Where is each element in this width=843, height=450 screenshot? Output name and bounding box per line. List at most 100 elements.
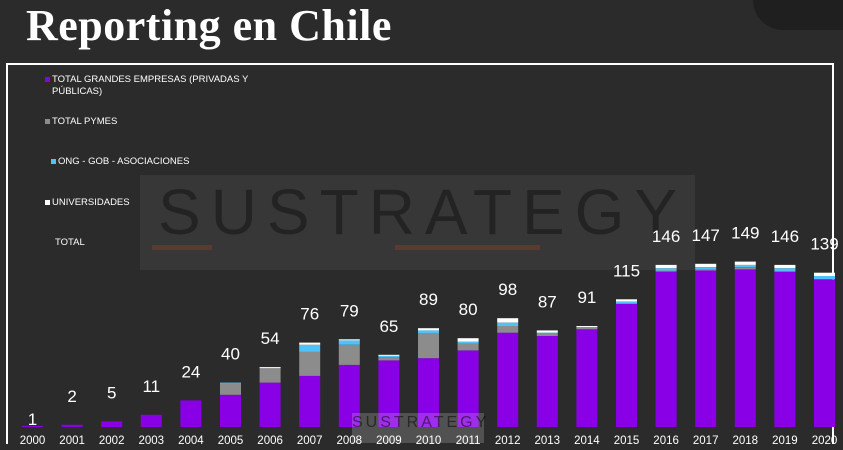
legend-label: ONG - GOB - ASOCIACIONES xyxy=(58,156,190,167)
bar-segment-2015-s2 xyxy=(616,301,637,304)
bar-segment-2011-s3 xyxy=(457,338,479,342)
bar-segment-2012-s3 xyxy=(497,318,519,323)
corner-decoration xyxy=(753,0,843,30)
bar-segment-2018-s0 xyxy=(734,269,756,427)
bar-segment-2013-s0 xyxy=(536,336,558,427)
bar-segment-2007-s1 xyxy=(299,351,321,376)
bar-segment-2008-s3 xyxy=(338,339,360,341)
total-label: 115 xyxy=(613,261,640,280)
bar-segment-2017-s1 xyxy=(695,269,717,271)
legend-item-total: TOTAL xyxy=(55,237,85,249)
watermark-text: SUSTRATEGY xyxy=(158,176,688,248)
bar-segment-2013-s3 xyxy=(536,330,558,333)
bar-segment-2004-s0 xyxy=(180,400,202,427)
bar-segment-2008-s1 xyxy=(338,344,360,365)
bar-segment-2020-s0 xyxy=(814,279,835,427)
bar-segment-2016-s1 xyxy=(655,270,677,272)
watermark-logo: SUSTRATEGY xyxy=(140,175,695,270)
bar-segment-2010-s0 xyxy=(418,358,439,427)
bar-segment-2009-s0 xyxy=(378,360,400,427)
legend-item-ong: ONG - GOB - ASOCIACIONES xyxy=(51,156,189,168)
bar-segment-2005-s2 xyxy=(220,382,241,384)
bar-segment-2000-s0 xyxy=(22,425,43,427)
bar-segment-2014-s0 xyxy=(576,329,598,427)
legend-label: TOTAL PYMES xyxy=(52,116,118,127)
page-title: Reporting en Chile xyxy=(26,1,392,50)
x-tick-label: 2005 xyxy=(218,435,244,447)
x-tick-label: 2011 xyxy=(456,435,481,447)
bar-segment-2010-s1 xyxy=(418,333,439,359)
bar-segment-2020-s2 xyxy=(814,276,835,280)
bar-segment-2016-s2 xyxy=(655,268,677,271)
chart-frame xyxy=(6,63,834,444)
total-label: 76 xyxy=(300,305,319,324)
watermark-small: SUSTRATEGY xyxy=(352,413,486,443)
x-tick-label: 2009 xyxy=(376,435,402,447)
bar-segment-2011-s0 xyxy=(457,350,479,427)
bar-segment-2013-s1 xyxy=(536,333,558,336)
x-tick-label: 2020 xyxy=(812,435,838,447)
legend-label: UNIVERSIDADES xyxy=(52,197,130,208)
legend-swatch xyxy=(51,159,56,164)
total-label: 65 xyxy=(379,317,398,336)
bar-segment-2005-s0 xyxy=(220,394,241,427)
x-tick-label: 2001 xyxy=(59,435,85,447)
bar-segment-2003-s0 xyxy=(140,414,162,427)
x-tick-label: 2007 xyxy=(297,435,323,447)
x-tick-label: 2016 xyxy=(653,435,679,447)
bar-segment-2016-s3 xyxy=(655,264,677,269)
bar-segment-2007-s2 xyxy=(299,344,321,352)
legend-swatch xyxy=(45,200,50,205)
total-label: 79 xyxy=(340,301,359,320)
bar-segment-2012-s2 xyxy=(497,322,519,326)
total-label: 146 xyxy=(771,227,799,246)
bar-segment-2020-s3 xyxy=(814,272,835,276)
legend-item-grandes: TOTAL GRANDES EMPRESAS (PRIVADAS Y PÚBLI… xyxy=(45,74,295,98)
legend-item-universidades: UNIVERSIDADES xyxy=(45,197,130,209)
total-label: 24 xyxy=(181,362,200,381)
bar-segment-2015-s3 xyxy=(616,299,637,302)
bar-segment-2015-s0 xyxy=(616,303,637,427)
bar-segment-2006-s1 xyxy=(259,368,281,383)
bar-segment-2001-s0 xyxy=(61,424,83,427)
bar-segment-2009-s3 xyxy=(378,354,400,356)
bar-segment-2007-s0 xyxy=(299,375,321,427)
x-tick-label: 2006 xyxy=(257,435,283,447)
x-tick-label: 2000 xyxy=(20,435,46,447)
bar-segment-2013-s2 xyxy=(536,332,558,334)
x-tick-label: 2002 xyxy=(99,435,125,447)
bar-segment-2006-s3 xyxy=(259,367,281,369)
bar-segment-2017-s3 xyxy=(695,263,717,268)
bar-segment-2010-s3 xyxy=(418,328,439,331)
x-tick-label: 2017 xyxy=(693,435,719,447)
bar-segment-2014-s3 xyxy=(576,326,598,328)
bar-segment-2005-s1 xyxy=(220,383,241,395)
x-tick-label: 2010 xyxy=(416,435,442,447)
legend-label: TOTAL xyxy=(55,237,85,248)
total-label: 98 xyxy=(498,280,517,299)
x-tick-label: 2003 xyxy=(139,435,165,447)
watermark-underline-left xyxy=(152,245,212,250)
bar-segment-2011-s2 xyxy=(457,341,479,344)
bar-segment-2011-s1 xyxy=(457,343,479,351)
bar-segment-2010-s2 xyxy=(418,330,439,334)
legend-item-pymes: TOTAL PYMES xyxy=(45,116,117,128)
bar-segment-2018-s1 xyxy=(734,267,756,270)
bar-segment-2019-s2 xyxy=(774,268,796,272)
bar-segment-2002-s0 xyxy=(101,421,123,427)
total-label: 149 xyxy=(731,224,759,243)
legend-swatch xyxy=(45,77,50,82)
bar-segment-2017-s0 xyxy=(695,270,717,427)
bar-segment-2016-s0 xyxy=(655,271,677,427)
total-label: 2 xyxy=(67,387,76,406)
bar-segment-2008-s0 xyxy=(338,364,360,427)
bar-segment-2018-s2 xyxy=(734,264,756,268)
total-label: 40 xyxy=(221,345,240,364)
bar-segment-2018-s3 xyxy=(734,261,756,265)
bar-segment-2019-s0 xyxy=(774,271,796,427)
total-label: 147 xyxy=(692,226,720,245)
bar-segment-2006-s0 xyxy=(259,382,281,427)
total-label: 91 xyxy=(577,288,596,307)
x-tick-label: 2015 xyxy=(614,435,640,447)
